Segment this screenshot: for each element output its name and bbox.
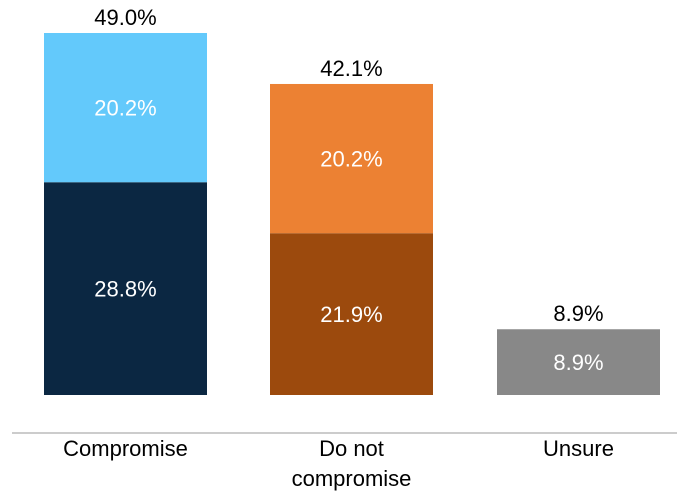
category-label: Unsure (543, 436, 614, 461)
segment-value-label: 20.2% (94, 96, 156, 121)
category-label: Do not (319, 436, 384, 461)
bar-total-label: 42.1% (320, 56, 382, 81)
bar-total-label: 8.9% (553, 301, 603, 326)
bar-segment-1-0 (270, 233, 433, 395)
segment-value-label: 8.9% (553, 350, 603, 375)
segment-value-label: 21.9% (320, 302, 382, 327)
bar-segment-1-1 (270, 83, 433, 234)
segment-value-label: 28.8% (94, 277, 156, 302)
category-label: compromise (292, 466, 412, 491)
segment-value-label: 20.2% (320, 147, 382, 172)
category-labels-layer: Compromise Do not compromise Unsure (63, 436, 614, 491)
bar-segment-2-0 (497, 329, 660, 395)
bars-layer: 28.8% 20.2% 49.0% 21.9% 20.2% 42.1% 8.9% 8.9% (44, 5, 660, 395)
bar-segment-0-0 (44, 182, 207, 395)
bar-total-label: 49.0% (94, 5, 156, 30)
bar-segment-0-1 (44, 33, 207, 183)
category-label: Compromise (63, 436, 188, 461)
